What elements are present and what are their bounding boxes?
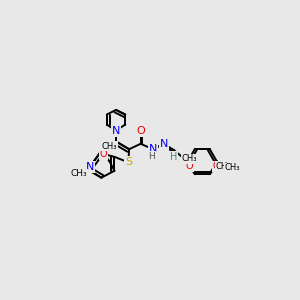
Text: O: O: [213, 161, 220, 172]
Text: CH₃: CH₃: [182, 154, 197, 163]
Text: H: H: [148, 152, 155, 160]
Text: CH₃: CH₃: [101, 142, 117, 151]
Text: CH₃: CH₃: [216, 162, 231, 171]
Text: CH₃: CH₃: [224, 163, 240, 172]
Text: H: H: [170, 152, 178, 162]
Text: O: O: [221, 163, 228, 173]
Text: N: N: [86, 162, 94, 172]
Text: S: S: [125, 157, 132, 167]
Text: N: N: [112, 126, 120, 136]
Text: O: O: [186, 161, 194, 172]
Text: O: O: [136, 127, 145, 136]
Text: N: N: [149, 144, 157, 154]
Text: O: O: [100, 149, 107, 159]
Text: N: N: [160, 139, 168, 149]
Text: CH₃: CH₃: [71, 169, 87, 178]
